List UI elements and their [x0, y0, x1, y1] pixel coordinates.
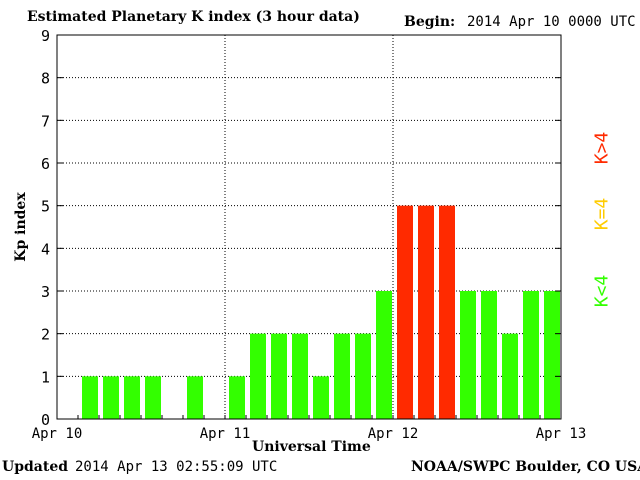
y-tick-label: 5 — [41, 198, 50, 216]
begin-value: 2014 Apr 10 0000 UTC — [467, 14, 636, 30]
bar — [145, 376, 161, 419]
x-axis-label: Universal Time — [252, 439, 371, 455]
bar — [397, 205, 413, 419]
bar — [124, 376, 140, 419]
y-axis-label: Kp index — [13, 192, 29, 262]
bar — [103, 376, 119, 419]
y-tick-label: 8 — [41, 70, 50, 88]
begin-label: Begin: — [404, 14, 456, 30]
y-tick-label: 1 — [41, 368, 50, 386]
chart-title: Estimated Planetary K index (3 hour data… — [27, 9, 360, 25]
updated-value: 2014 Apr 13 02:55:09 UTC — [75, 459, 278, 475]
bar — [82, 376, 98, 419]
x-tick-label: Apr 10 — [32, 426, 83, 442]
bar — [481, 291, 497, 419]
bar — [187, 376, 203, 419]
y-tick-label: 2 — [41, 326, 50, 344]
y-tick-label: 3 — [41, 283, 50, 301]
y-tick-label: 9 — [41, 27, 50, 45]
bar — [313, 376, 329, 419]
x-tick-label: Apr 12 — [368, 426, 419, 442]
credit-text: NOAA/SWPC Boulder, CO USA — [411, 459, 640, 475]
x-tick-label: Apr 11 — [200, 426, 251, 442]
bar — [544, 291, 560, 419]
bar — [334, 333, 350, 419]
legend-high: K>4 — [591, 131, 613, 165]
y-tick-label: 6 — [41, 155, 50, 173]
bar — [355, 333, 371, 419]
bar — [418, 205, 434, 419]
bar — [502, 333, 518, 419]
legend-low: K<4 — [591, 274, 613, 308]
bar — [523, 291, 539, 419]
bar — [271, 333, 287, 419]
bar — [376, 291, 392, 419]
y-tick-label: 4 — [41, 240, 50, 258]
y-tick-label: 7 — [41, 112, 50, 130]
bar — [292, 333, 308, 419]
bar — [250, 333, 266, 419]
x-tick-label: Apr 13 — [536, 426, 587, 442]
y-tick-label: 0 — [41, 411, 50, 429]
bar — [439, 205, 455, 419]
bar — [229, 376, 245, 419]
updated-label: Updated — [2, 459, 69, 475]
bar — [460, 291, 476, 419]
legend-equal: K=4 — [591, 197, 613, 231]
